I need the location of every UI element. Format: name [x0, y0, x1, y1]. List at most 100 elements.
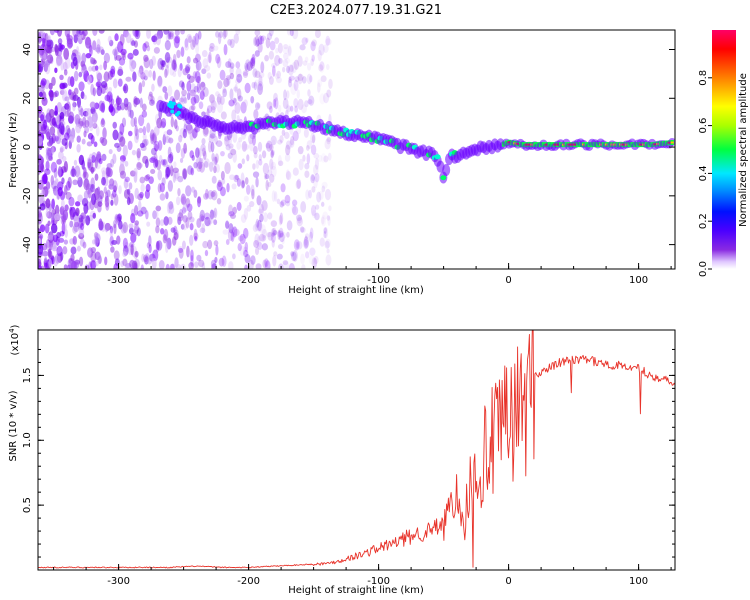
spectrogram-noise-blob: [159, 182, 166, 193]
spectrogram-noise-blob: [302, 154, 306, 162]
spectrogram-noise-blob: [325, 38, 332, 46]
spectrogram-noise-blob: [190, 167, 195, 176]
spectrogram-noise-blob: [210, 210, 216, 218]
spectrogram-noise-blob: [104, 256, 108, 266]
spectrogram-noise-blob: [146, 30, 152, 39]
spectrogram-noise-blob: [242, 71, 249, 78]
spectrogram-noise-blob: [269, 143, 274, 151]
spectrogram-noise-blob: [164, 166, 170, 178]
spectrogram-noise-blob: [155, 217, 161, 228]
spectrogram-noise-blob: [193, 189, 198, 199]
spectrogram-noise-blob: [271, 228, 276, 237]
spectrogram-noise-blob: [322, 92, 330, 104]
spectrogram-noise-blob: [186, 73, 191, 80]
spectrogram-noise-blob: [70, 253, 75, 262]
spectrogram-noise-blob: [69, 210, 75, 221]
spectrogram-noise-blob: [263, 212, 268, 223]
spectrogram-noise-blob: [265, 140, 273, 152]
spectrogram-noise-blob: [70, 136, 75, 143]
spectrogram-noise-blob: [73, 70, 79, 82]
spectrogram-noise-blob: [311, 134, 316, 144]
spectrogram-noise-blob: [45, 160, 50, 171]
spectrogram-noise-blob: [150, 168, 156, 175]
spectrogram-noise-blob: [268, 50, 274, 60]
spectrogram-noise-blob: [301, 76, 307, 84]
spectrogram-noise-blob: [61, 222, 68, 232]
spectrogram-noise-blob: [39, 202, 46, 211]
spectrogram-noise-blob: [271, 190, 276, 203]
spectrogram-noise-blob: [38, 74, 41, 84]
spectrogram-noise-blob: [218, 257, 225, 267]
spectrogram-noise-blob: [321, 216, 325, 225]
spectrogram-noise-blob: [127, 140, 133, 151]
spectrogram-noise-blob: [290, 251, 297, 262]
spectrogram-noise-blob: [311, 186, 316, 193]
spectrogram-noise-blob: [164, 91, 169, 100]
spectrogram-noise-blob: [45, 181, 51, 190]
spectrogram-noise-blob: [207, 239, 213, 250]
spectrogram-noise-blob: [134, 133, 139, 144]
spectrogram-noise-blob: [310, 174, 315, 184]
spectrogram-noise-blob: [86, 141, 93, 147]
spectrogram-noise-blob: [88, 66, 93, 72]
spectrogram-noise-blob: [38, 227, 41, 236]
spectrogram-noise-blob: [118, 185, 122, 195]
spectrogram-noise-blob: [99, 64, 103, 71]
spectrogram-noise-blob: [42, 250, 49, 257]
spectrogram-noise-blob: [310, 132, 316, 144]
spectrogram-noise-blob: [304, 235, 308, 246]
spectrogram-noise-blob: [313, 176, 318, 189]
spectrogram-noise-blob: [64, 30, 71, 38]
snr-series-line: [38, 330, 675, 569]
spectrogram-noise-blob: [266, 101, 273, 110]
spectrogram-noise-blob: [101, 167, 107, 175]
spectrogram-noise-blob: [168, 30, 175, 38]
spectrogram-noise-blob: [288, 75, 295, 81]
spectrogram-noise-blob: [275, 47, 279, 54]
spectrogram-noise-blob: [293, 59, 300, 70]
spectrogram-noise-blob: [165, 173, 169, 180]
spectrogram-noise-blob: [72, 94, 79, 102]
spectrogram-noise-blob: [64, 184, 68, 196]
spectrogram-noise-blob: [52, 234, 59, 243]
spectrogram-noise-blob: [324, 138, 331, 150]
spectrogram-noise-blob: [187, 250, 192, 258]
spectrogram-noise-blob: [233, 228, 240, 237]
spectrogram-noise-blob: [270, 220, 278, 228]
spectrogram-noise-blob: [256, 195, 262, 206]
spectrogram-noise-blob: [186, 124, 192, 131]
spectrogram-noise-blob: [216, 96, 221, 103]
spectrogram-noise-blob: [120, 102, 126, 111]
spectrogram-noise-blob: [206, 220, 212, 227]
spectrogram-noise-blob: [269, 105, 273, 114]
spectrogram-noise-blob: [101, 153, 107, 162]
spectrogram-noise-blob: [56, 245, 63, 257]
spectrogram-noise-blob: [278, 160, 284, 167]
spectrogram-noise-blob: [102, 127, 107, 139]
spectrogram-noise-blob: [60, 59, 64, 71]
spectrogram-noise-blob: [301, 264, 306, 269]
spectrogram-noise-blob: [317, 79, 323, 88]
spectrogram-noise-blob: [132, 49, 139, 56]
spectrogram-noise-blob: [272, 98, 277, 108]
spectrogram-noise-blob: [153, 140, 160, 152]
spectrogram-noise-blob: [103, 71, 110, 82]
spectrogram-noise-blob: [320, 75, 327, 83]
spectrogram-noise-blob: [229, 174, 235, 181]
spectrogram-noise-blob: [282, 59, 289, 68]
spectrogram-noise-blob: [208, 212, 214, 224]
spectrogram-noise-blob: [244, 82, 251, 94]
spectrogram-noise-blob: [186, 245, 190, 258]
spectrogram-noise-blob: [227, 58, 232, 69]
spectrogram-noise-blob: [53, 110, 59, 116]
spectrogram-noise-blob: [314, 204, 320, 210]
spectrogram-noise-blob: [123, 178, 129, 189]
spectrogram-noise-blob: [211, 105, 216, 114]
y-tick-label: 0.5: [22, 497, 33, 513]
svg-text:(x104): (x104): [8, 324, 21, 355]
spectrogram-noise-blob: [242, 227, 249, 239]
spectrogram-noise-blob: [204, 158, 210, 168]
spectrogram-noise-blob: [180, 263, 186, 269]
spectrogram-noise-blob: [127, 130, 133, 137]
spectrogram-noise-blob: [236, 73, 243, 83]
